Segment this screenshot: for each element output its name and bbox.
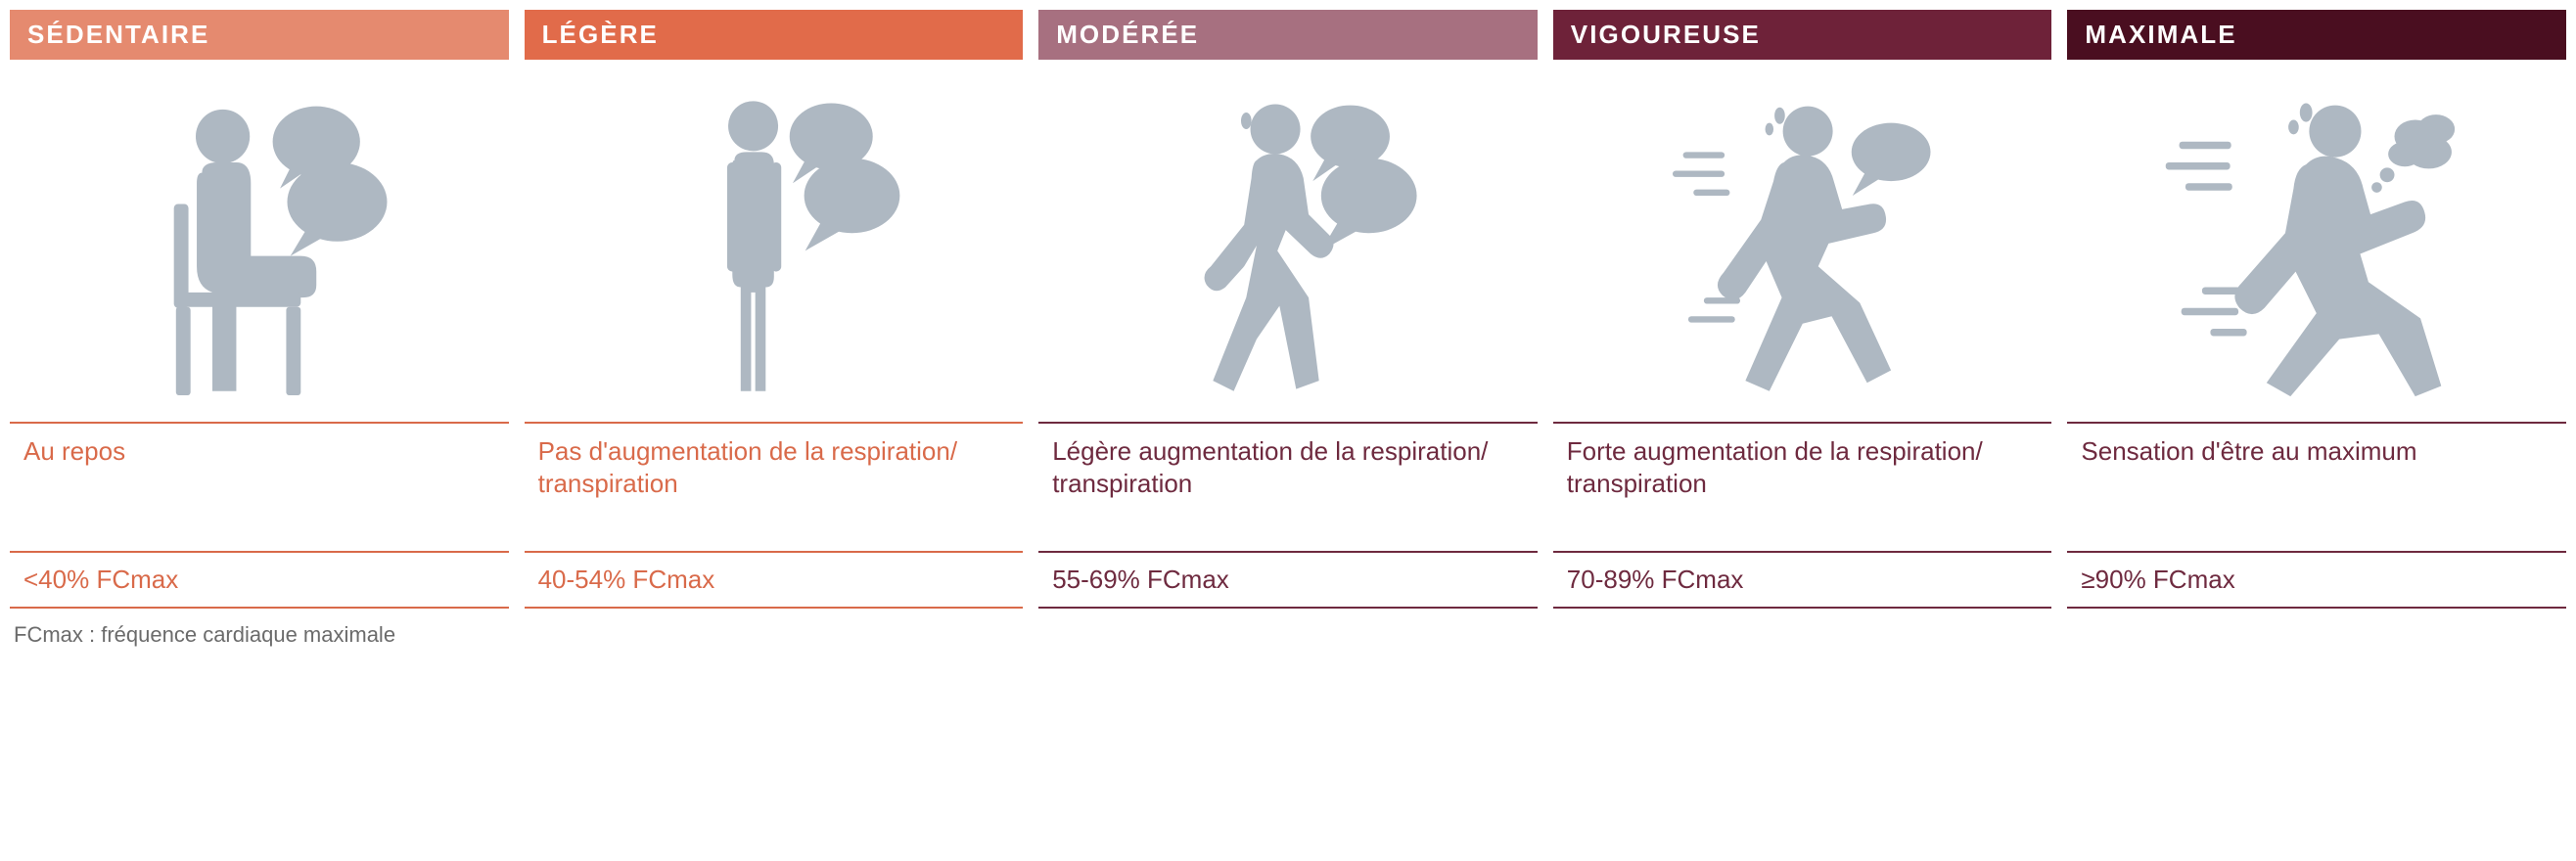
level-maximale: MAXIMALE xyxy=(2067,10,2566,609)
level-description: Sensation d'être au maximum xyxy=(2067,424,2566,551)
rule-bottom xyxy=(525,607,1024,609)
running-person-icon xyxy=(1553,60,2052,422)
walking-person-icon xyxy=(1038,60,1538,422)
rule-bottom xyxy=(10,607,509,609)
intensity-grid: SÉDENTAIRE Au repos <40% FCmax xyxy=(10,10,2566,609)
level-description: Forte augmentation de la respiration/ tr… xyxy=(1553,424,2052,551)
level-description: Au repos xyxy=(10,424,509,551)
level-description: Pas d'augmentation de la respiration/ tr… xyxy=(525,424,1024,551)
level-sedentaire: SÉDENTAIRE Au repos <40% FCmax xyxy=(10,10,509,609)
standing-person-icon xyxy=(525,60,1024,422)
level-header: MODÉRÉE xyxy=(1038,10,1538,60)
level-vigoureuse: VIGOUREUSE Forte augmen xyxy=(1553,10,2052,609)
level-legere: LÉGÈRE Pas d'augmentation de la respirat… xyxy=(525,10,1024,609)
rule-bottom xyxy=(1553,607,2052,609)
level-range: <40% FCmax xyxy=(10,553,509,607)
level-header: MAXIMALE xyxy=(2067,10,2566,60)
level-range: 40-54% FCmax xyxy=(525,553,1024,607)
level-header: SÉDENTAIRE xyxy=(10,10,509,60)
level-range: 70-89% FCmax xyxy=(1553,553,2052,607)
level-moderee: MODÉRÉE Légère augmentation de la respir… xyxy=(1038,10,1538,609)
level-range: ≥90% FCmax xyxy=(2067,553,2566,607)
sitting-person-icon xyxy=(10,60,509,422)
level-header: LÉGÈRE xyxy=(525,10,1024,60)
footnote: FCmax : fréquence cardiaque maximale xyxy=(10,609,2566,648)
level-range: 55-69% FCmax xyxy=(1038,553,1538,607)
rule-bottom xyxy=(2067,607,2566,609)
level-description: Légère augmentation de la respiration/ t… xyxy=(1038,424,1538,551)
rule-bottom xyxy=(1038,607,1538,609)
level-header: VIGOUREUSE xyxy=(1553,10,2052,60)
sprinting-person-icon xyxy=(2067,60,2566,422)
